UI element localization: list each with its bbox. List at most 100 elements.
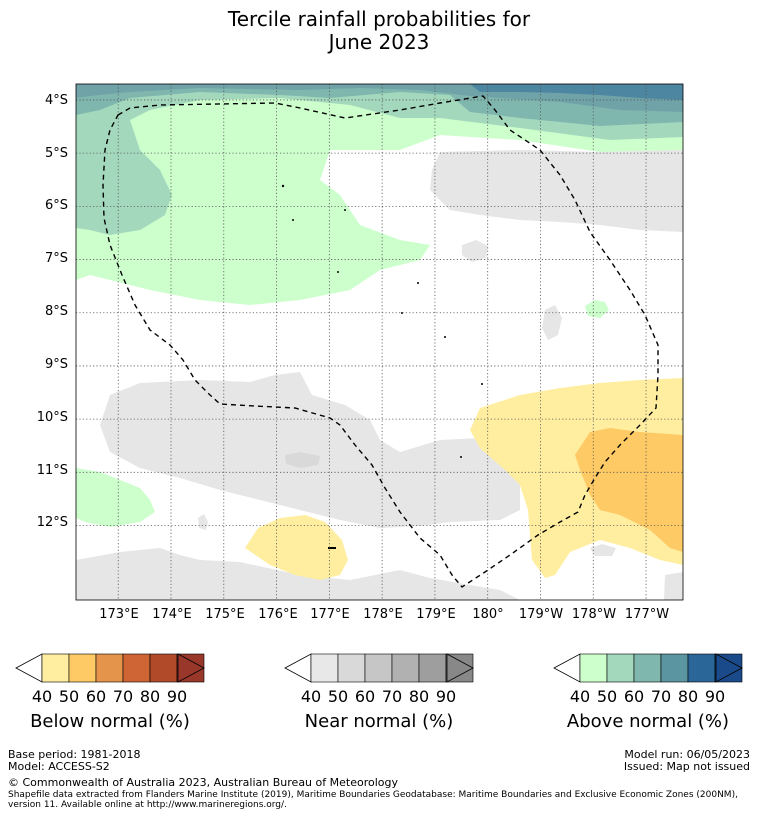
- below-extend-max: [177, 653, 205, 683]
- legend-below-normal: 40 50 60 70 80 90: [15, 653, 205, 706]
- legend-above-caption: Above normal (%): [566, 711, 730, 732]
- above-swatch: [606, 653, 635, 683]
- lon-label: 179°W: [519, 607, 563, 622]
- lon-label: 173°E: [99, 607, 139, 622]
- lon-label: 180°: [472, 607, 503, 622]
- near-normal-40-patch-e: [664, 572, 683, 600]
- lon-label: 178°E: [363, 607, 403, 622]
- near-tick-label: 50: [328, 687, 348, 706]
- graticule: [76, 84, 683, 600]
- map-frame: [75, 83, 684, 601]
- lon-label: 179°E: [416, 607, 456, 622]
- below-tick-label: 90: [167, 687, 187, 706]
- below-tick-label: 50: [59, 687, 79, 706]
- legend-above-normal: 40 50 60 70 80 90: [553, 653, 743, 706]
- above-tick-label: 40: [570, 687, 590, 706]
- below-tick-label: 40: [32, 687, 52, 706]
- above-normal-40-patch-east: [585, 300, 609, 318]
- base-period-text: Base period: 1981-2018: [8, 748, 141, 761]
- above-normal-50-region: [76, 84, 683, 235]
- shapefile-credit-line-2: version 11. Available online at http://w…: [8, 800, 287, 810]
- near-swatch: [364, 653, 393, 683]
- lat-label: 7°S: [45, 251, 68, 266]
- below-swatch: [68, 653, 97, 683]
- above-swatch: [633, 653, 662, 683]
- above-tick-label: 50: [597, 687, 617, 706]
- lon-label: 178°W: [572, 607, 616, 622]
- near-tick-label: 70: [382, 687, 402, 706]
- lat-label: 4°S: [45, 93, 68, 108]
- near-extend-max: [446, 653, 474, 683]
- shapefile-credit-line-1: Shapefile data extracted from Flanders M…: [8, 790, 738, 800]
- lat-label: 6°S: [45, 198, 68, 213]
- legend-below-caption: Below normal (%): [30, 711, 190, 732]
- longitude-labels: 173°E 174°E 175°E 176°E 177°E 178°E 179°…: [99, 607, 669, 622]
- legend-near-caption: Near normal (%): [304, 711, 454, 732]
- near-tick-label: 60: [355, 687, 375, 706]
- above-swatch: [687, 653, 716, 683]
- probability-fields: [76, 84, 683, 600]
- below-tick-label: 80: [140, 687, 160, 706]
- near-tick-label: 80: [409, 687, 429, 706]
- below-swatch: [95, 653, 124, 683]
- island-markers: [281, 184, 483, 549]
- map-title: Tercile rainfall probabilities for June …: [0, 8, 758, 54]
- model-run-text: Model run: 06/05/2023: [624, 748, 750, 761]
- below-normal-40-patch-south: [245, 515, 348, 580]
- near-normal-40-patch-c: [198, 514, 208, 530]
- near-swatch: [418, 653, 447, 683]
- lon-label: 176°E: [258, 607, 298, 622]
- copyright-text: © Commonwealth of Australia 2023, Austra…: [8, 776, 398, 789]
- below-normal-40-region-east: [470, 378, 683, 578]
- below-swatch: [149, 653, 178, 683]
- legend-near-normal: 40 50 60 70 80 90: [284, 653, 474, 706]
- near-swatch: [310, 653, 339, 683]
- near-extend-min: [284, 653, 312, 683]
- above-normal-40-patch-west: [76, 468, 155, 527]
- near-swatch: [337, 653, 366, 683]
- lat-label: 10°S: [37, 410, 68, 425]
- above-extend-max: [715, 653, 743, 683]
- above-swatch: [579, 653, 608, 683]
- lon-label: 177°W: [625, 607, 669, 622]
- lon-label: 174°E: [152, 607, 192, 622]
- near-tick-label: 40: [301, 687, 321, 706]
- above-tick-label: 70: [651, 687, 671, 706]
- near-swatch: [391, 653, 420, 683]
- below-tick-label: 60: [86, 687, 106, 706]
- below-extend-min: [15, 653, 43, 683]
- lat-label: 11°S: [37, 463, 68, 478]
- lat-label: 9°S: [45, 357, 68, 372]
- below-swatch: [41, 653, 70, 683]
- near-normal-40-region-south: [76, 548, 520, 600]
- above-tick-label: 80: [678, 687, 698, 706]
- below-tick-label: 70: [113, 687, 133, 706]
- issued-text: Issued: Map not issued: [623, 760, 750, 773]
- above-tick-label: 90: [705, 687, 725, 706]
- near-normal-40-patch-a: [462, 240, 488, 262]
- near-normal-40-patch-d: [590, 544, 616, 556]
- above-normal-40-region: [76, 84, 683, 305]
- above-normal-80-region: [470, 84, 683, 100]
- title-line-1: Tercile rainfall probabilities for: [227, 7, 531, 31]
- near-tick-label: 90: [436, 687, 456, 706]
- near-normal-40-region-north: [430, 150, 683, 232]
- lat-label: 8°S: [45, 304, 68, 319]
- eez-boundary-line: [102, 95, 659, 588]
- near-normal-50-patch: [285, 452, 320, 468]
- near-normal-40-patch-b: [542, 305, 562, 340]
- lat-label: 5°S: [45, 146, 68, 161]
- near-normal-40-region-central: [100, 372, 520, 528]
- below-swatch: [122, 653, 151, 683]
- above-extend-min: [553, 653, 581, 683]
- above-swatch: [660, 653, 689, 683]
- latitude-labels: 4°S 5°S 6°S 7°S 8°S 9°S 10°S 11°S 12°S: [37, 93, 68, 530]
- below-normal-50-region-east: [575, 428, 683, 552]
- lon-label: 175°E: [205, 607, 245, 622]
- lon-label: 177°E: [310, 607, 350, 622]
- title-line-2: June 2023: [328, 30, 430, 54]
- above-tick-label: 60: [624, 687, 644, 706]
- lat-label: 12°S: [37, 515, 68, 530]
- model-text: Model: ACCESS-S2: [8, 760, 110, 773]
